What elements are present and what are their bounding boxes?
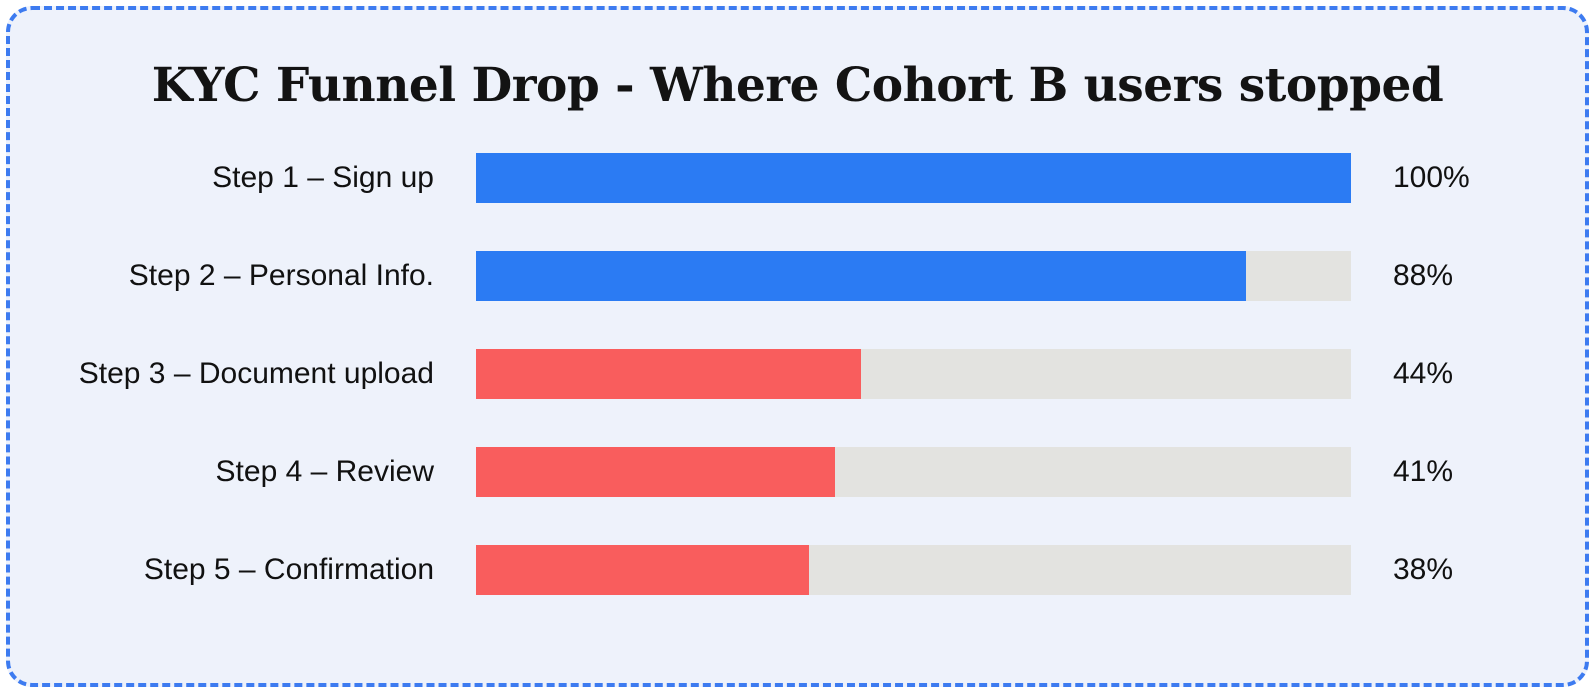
bar-label: Step 3 – Document upload (78, 357, 434, 390)
bar-track (476, 447, 1351, 497)
bar-track (476, 153, 1351, 203)
funnel-row: Step 2 – Personal Info. 88% (34, 251, 1497, 301)
bar-label: Step 5 – Confirmation (143, 553, 434, 586)
bar-chart: Step 1 – Sign up 100% Step 2 – Personal In… (10, 139, 1585, 595)
bar-track (476, 349, 1351, 399)
bar-value: 41% (1393, 455, 1454, 488)
bar-label: Step 4 – Review (215, 455, 434, 488)
bar-track (476, 545, 1351, 595)
funnel-row: Step 4 – Review 41% (34, 447, 1497, 497)
bar-fill (476, 153, 1351, 203)
bar-fill (476, 447, 835, 497)
chart-title: KYC Funnel Drop - Where Cohort B users s… (151, 58, 1444, 113)
bar-fill (476, 545, 809, 595)
bar-value: 88% (1393, 259, 1454, 292)
funnel-row: Step 1 – Sign up 100% (34, 153, 1497, 203)
bar-track (476, 251, 1351, 301)
bar-fill (476, 349, 861, 399)
chart-card: KYC Funnel Drop - Where Cohort B users s… (6, 6, 1589, 687)
bar-fill (476, 251, 1246, 301)
bar-label: Step 2 – Personal Info. (128, 259, 434, 292)
bar-value: 44% (1393, 357, 1454, 390)
bar-value: 38% (1393, 553, 1454, 586)
funnel-row: Step 5 – Confirmation 38% (34, 545, 1497, 595)
bar-value: 100% (1393, 161, 1470, 194)
bar-label: Step 1 – Sign up (212, 161, 434, 194)
funnel-row: Step 3 – Document upload 44% (34, 349, 1497, 399)
